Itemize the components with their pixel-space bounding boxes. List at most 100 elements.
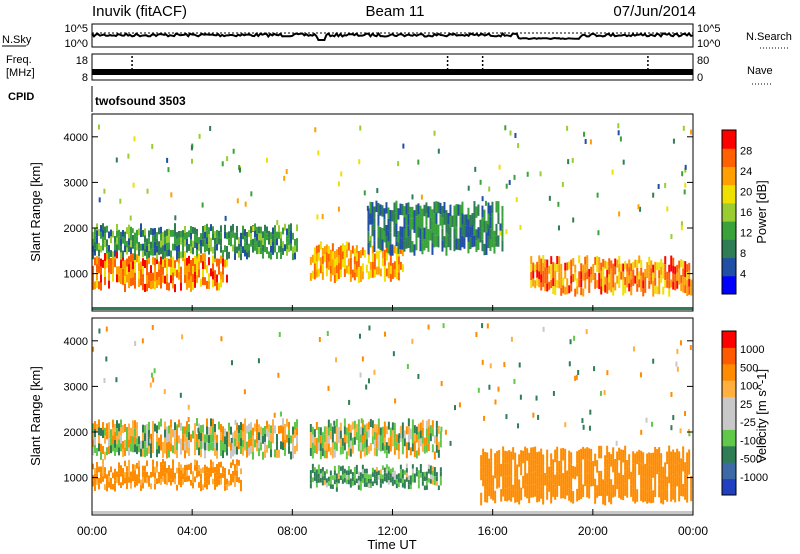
range-cell — [618, 272, 621, 281]
range-cell — [288, 231, 290, 239]
range-cell — [114, 485, 116, 492]
range-cell — [104, 233, 106, 241]
range-cell — [120, 260, 122, 269]
range-cell — [530, 264, 533, 273]
range-cell — [188, 271, 190, 280]
range-cell — [201, 202, 204, 208]
range-cell — [154, 257, 156, 266]
range-cell — [325, 442, 328, 451]
range-cell — [634, 259, 637, 268]
range-cell — [329, 475, 332, 480]
range-cell — [353, 476, 356, 481]
range-cell — [222, 442, 224, 451]
range-cell — [274, 245, 276, 253]
range-cell — [270, 441, 272, 450]
range-cell — [132, 277, 134, 286]
range-cell — [458, 402, 461, 408]
range-cell — [222, 266, 224, 275]
range-cell — [630, 287, 633, 296]
range-cell — [433, 235, 436, 248]
range-cell — [126, 477, 128, 484]
range-cell — [347, 470, 350, 476]
range-cell — [160, 473, 162, 480]
range-cell — [94, 228, 96, 236]
range-cell — [202, 261, 204, 270]
range-cell — [482, 461, 485, 474]
range-cell — [484, 464, 487, 478]
range-cell — [200, 239, 202, 247]
range-cell — [409, 428, 412, 434]
range-cell — [373, 469, 376, 475]
range-cell — [427, 427, 430, 436]
range-cell — [156, 441, 158, 450]
range-cell — [522, 475, 525, 489]
range-cell — [178, 479, 180, 485]
range-cell — [425, 420, 428, 429]
range-cell — [168, 282, 170, 291]
range-cell — [160, 240, 162, 248]
range-cell — [449, 216, 452, 228]
range-cell — [614, 471, 617, 485]
range-cell — [108, 256, 110, 265]
range-cell — [230, 225, 232, 233]
range-cell — [337, 263, 340, 272]
range-cell — [150, 483, 152, 490]
range-cell — [333, 475, 336, 480]
range-cell — [106, 251, 108, 260]
range-cell — [425, 476, 428, 481]
range-cell — [572, 274, 575, 282]
range-cell — [381, 474, 384, 480]
range-cell — [252, 226, 255, 232]
range-cell — [214, 244, 216, 252]
range-cell — [610, 479, 613, 492]
range-cell — [212, 461, 214, 468]
range-cell — [319, 468, 322, 474]
range-cell — [110, 429, 112, 438]
range-cell — [216, 434, 218, 443]
range-cell — [252, 245, 254, 253]
range-cell — [224, 473, 226, 480]
range-cell — [670, 279, 673, 288]
range-cell — [558, 460, 561, 474]
range-cell — [381, 434, 384, 443]
range-cell — [208, 247, 210, 255]
range-cell — [542, 492, 545, 505]
range-cell — [206, 244, 208, 252]
range-cell — [118, 236, 120, 244]
range-cell — [584, 138, 587, 144]
range-cell — [134, 256, 136, 265]
range-cell — [321, 214, 324, 220]
range-cell — [433, 451, 436, 460]
range-cell — [337, 465, 340, 470]
range-cell — [134, 420, 136, 429]
range-cell — [284, 223, 286, 231]
range-cell — [361, 419, 364, 428]
range-cell — [214, 231, 216, 238]
range-cell — [158, 227, 160, 235]
range-cell — [492, 487, 495, 501]
range-cell — [475, 332, 478, 338]
colorbar-swatch — [722, 257, 736, 277]
range-cell — [220, 245, 222, 253]
range-cell — [168, 258, 170, 267]
range-cell — [630, 263, 633, 272]
range-cell — [357, 476, 360, 481]
range-cell — [258, 240, 260, 248]
range-cell — [321, 263, 324, 272]
range-cell — [363, 468, 366, 474]
range-cell — [597, 230, 600, 236]
range-cell — [264, 238, 266, 246]
range-cell — [126, 266, 128, 275]
range-cell — [423, 476, 426, 481]
range-cell — [212, 271, 214, 280]
range-cell — [636, 259, 639, 268]
range-cell — [172, 470, 174, 477]
range-cell — [321, 467, 324, 472]
range-cell — [238, 425, 240, 434]
range-cell — [270, 433, 272, 442]
range-cell — [214, 270, 216, 279]
range-cell — [202, 484, 204, 491]
range-cell — [435, 201, 438, 213]
range-cell — [252, 451, 254, 460]
range-cell — [192, 476, 194, 483]
